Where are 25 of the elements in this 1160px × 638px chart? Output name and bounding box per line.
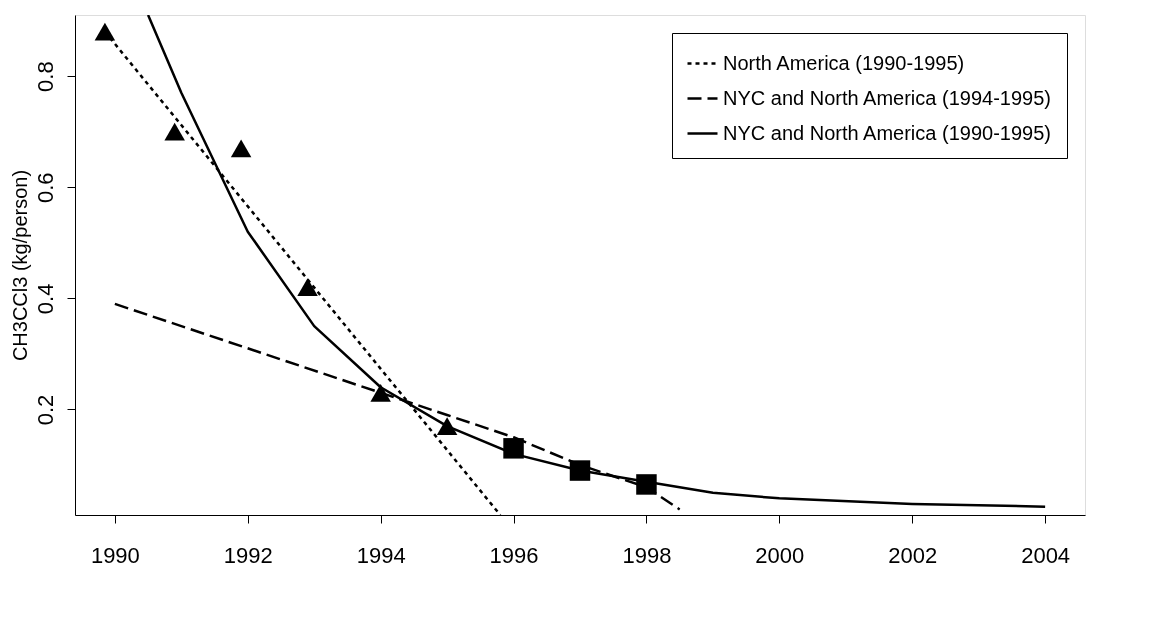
y-axis-title: CH3CCl3 (kg/person)	[8, 169, 31, 362]
x-tick-label: 2004	[1021, 542, 1071, 568]
y-tick-label: 0.6	[32, 172, 58, 204]
x-tick-label: 2002	[888, 542, 938, 568]
point	[503, 438, 524, 459]
x-tick-label: 1990	[90, 542, 140, 568]
point	[230, 139, 252, 158]
y-tick-label: 0.4	[32, 283, 58, 315]
point	[569, 460, 591, 481]
point	[436, 417, 458, 435]
y-tick-label: 0.8	[32, 61, 58, 92]
point	[164, 122, 185, 141]
point	[94, 22, 116, 41]
x-tick-label: 2000	[755, 542, 805, 568]
legend-label: NYC and North America (1994-1995)	[723, 86, 1051, 109]
point	[370, 383, 391, 402]
x-tick-label: 1994	[356, 542, 406, 568]
point	[297, 278, 318, 297]
x-tick-label: 1996	[489, 542, 539, 568]
point	[636, 474, 657, 495]
legend-label: NYC and North America (1990-1995)	[723, 121, 1051, 144]
x-tick-label: 1998	[622, 542, 672, 568]
legend-label: North America (1990-1995)	[723, 51, 965, 74]
x-tick-label: 1992	[223, 542, 273, 568]
y-tick-label: 0.2	[32, 394, 58, 426]
